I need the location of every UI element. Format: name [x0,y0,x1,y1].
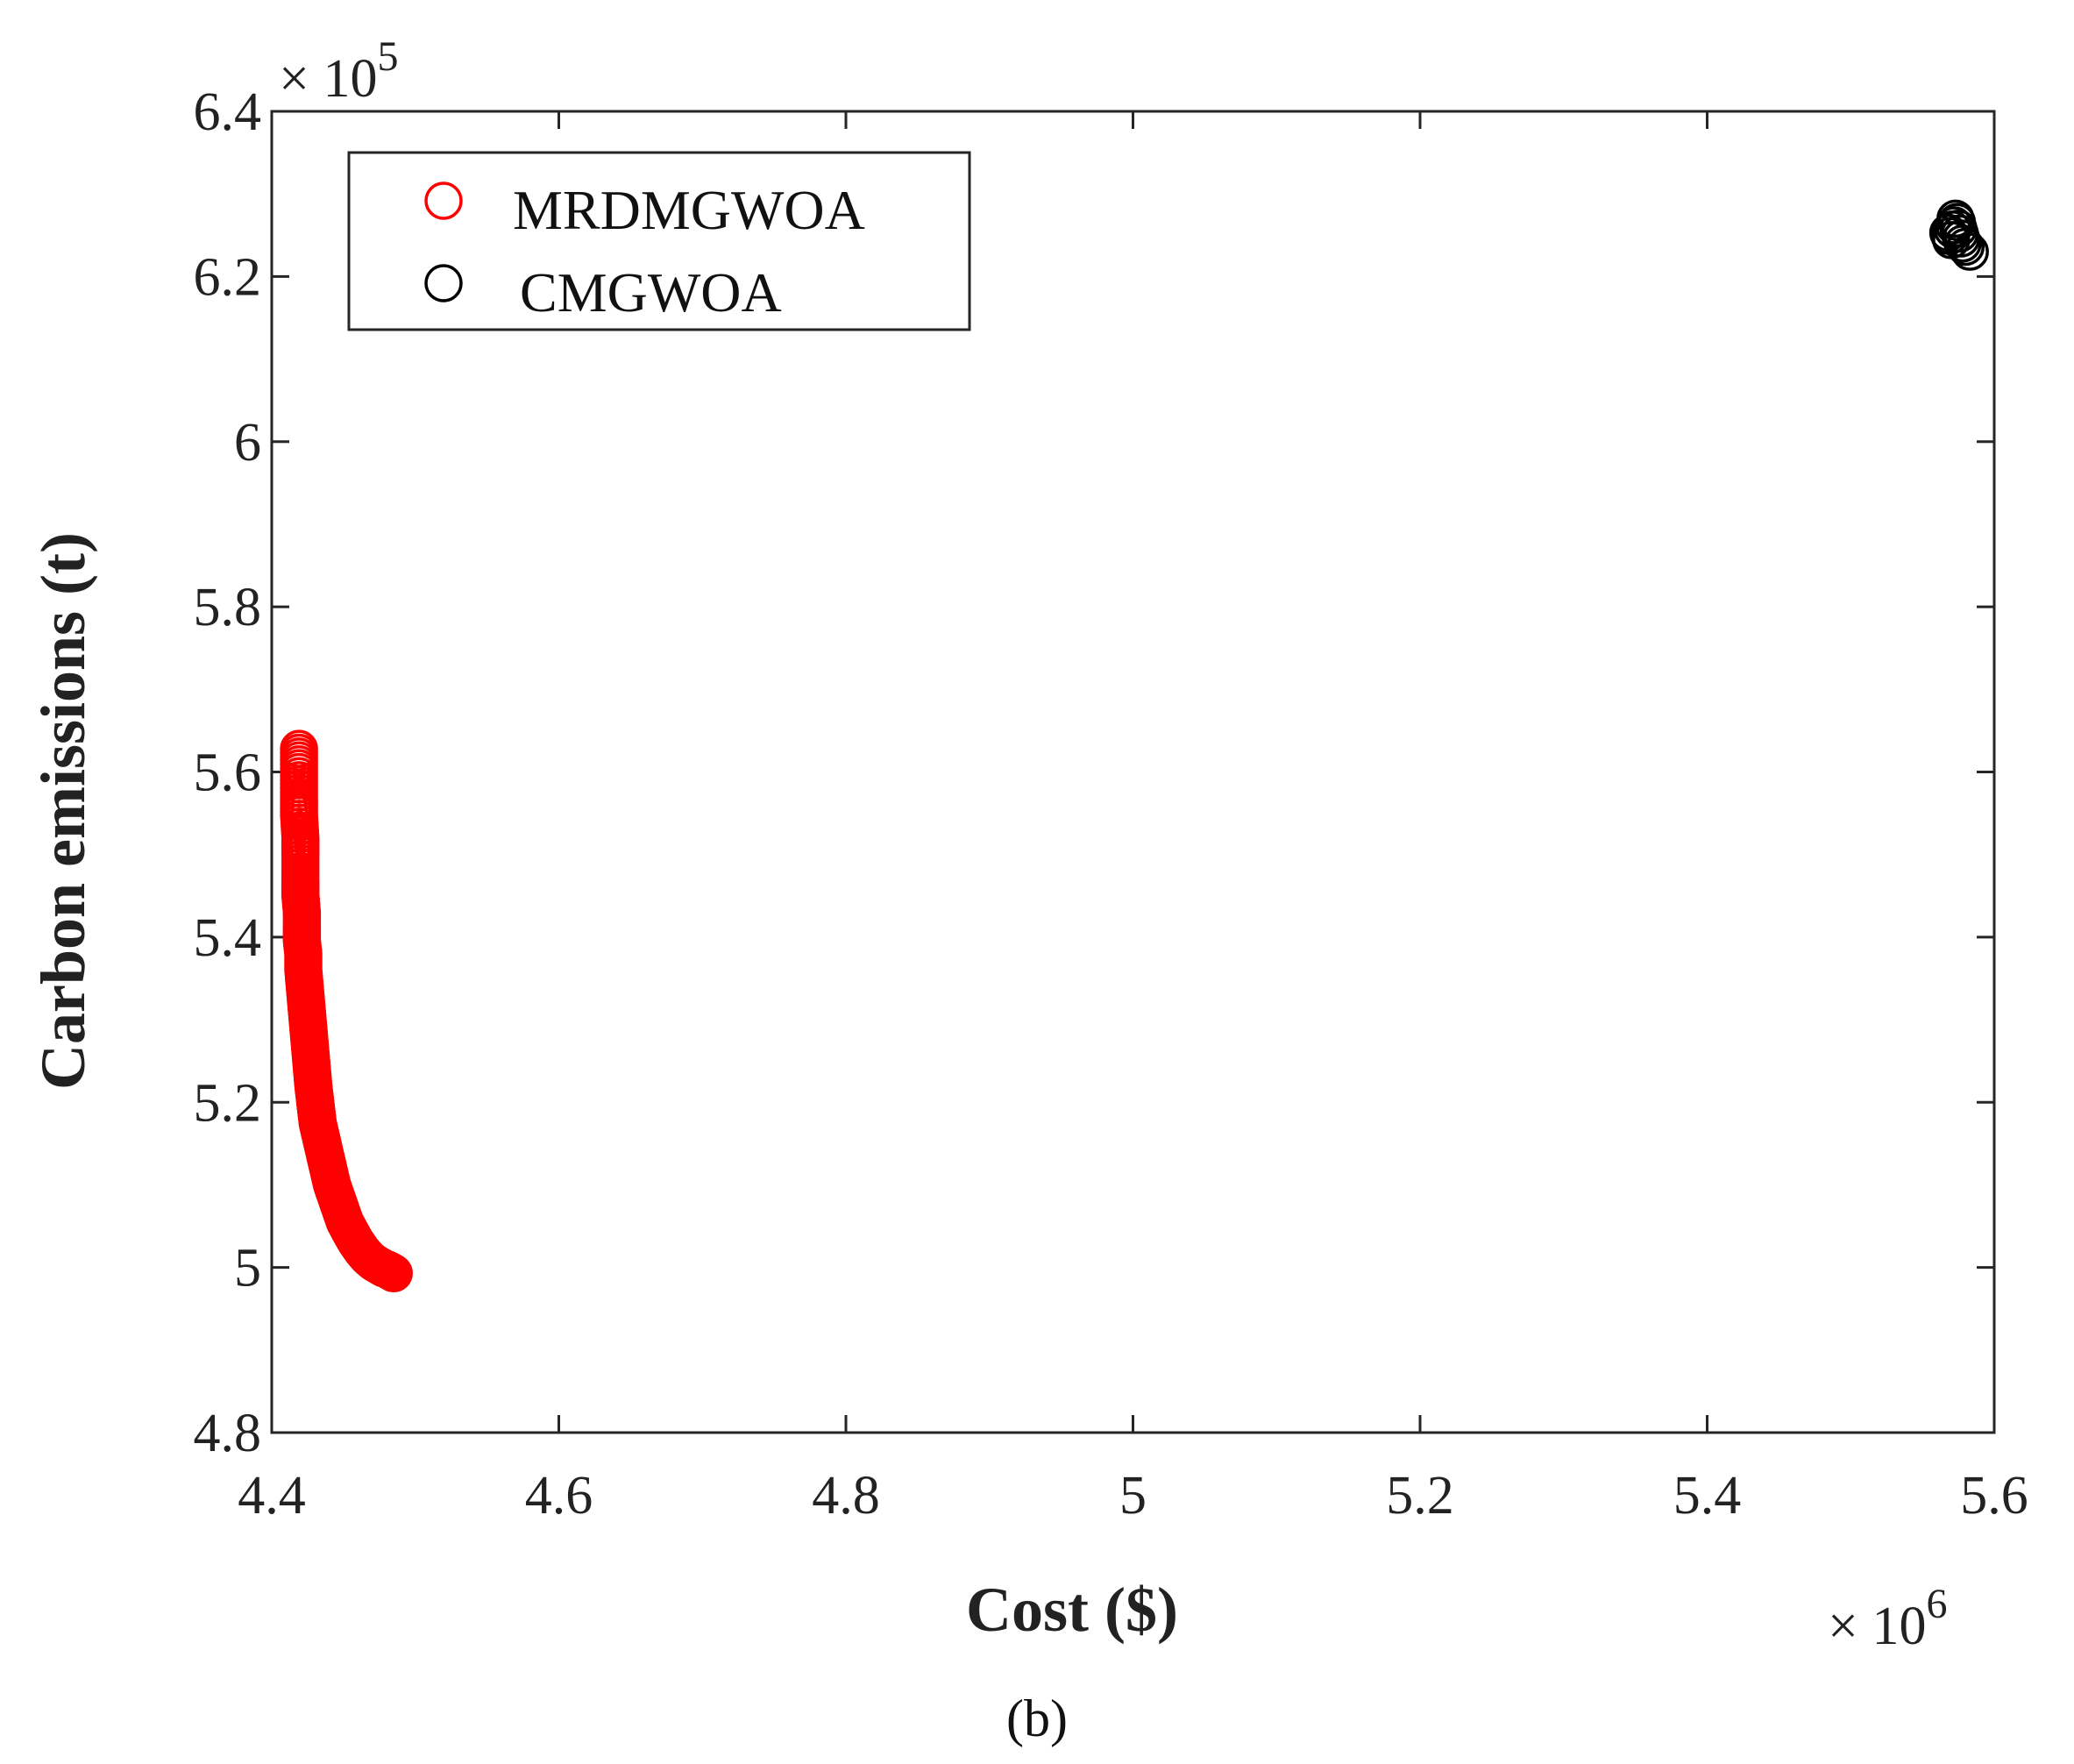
x-tick-label: 5.2 [1386,1466,1454,1526]
x-multiplier-exponent: 6 [1926,1581,1947,1627]
x-tick-label: 4.4 [238,1466,306,1526]
series-cmgwoa [1928,199,1989,271]
y-axis-title: Carbon emissions (t) [28,532,98,1090]
y-tick-label: 5.8 [194,578,262,637]
data-series [280,199,1989,1292]
y-tick-label: 5.2 [194,1073,262,1133]
y-tick-label: 4.8 [194,1404,262,1463]
legend-label-mrdmgwoa: MRDMGWOA [513,179,865,241]
data-point [1950,232,1989,271]
x-tick-label: 5.4 [1673,1466,1742,1526]
y-multiplier: × 105 [279,33,398,109]
data-point [374,1254,413,1292]
legend-label-cmgwoa: CMGWOA [520,261,782,324]
x-multiplier: × 106 [1828,1581,1947,1656]
legend: MRDMGWOA CMGWOA [347,151,971,331]
x-multiplier-prefix: × 10 [1828,1597,1926,1656]
y-multiplier-exponent: 5 [377,33,398,80]
legend-box [347,151,971,331]
y-tick-label: 6.2 [194,247,262,307]
series-mrdmgwoa [280,729,413,1292]
y-tick-label: 6 [234,413,261,473]
x-tick-label: 5 [1119,1466,1147,1526]
y-tick-label: 5.6 [194,743,262,803]
y-tick-label: 5 [234,1239,261,1298]
x-tick-label: 4.6 [525,1466,593,1526]
y-multiplier-prefix: × 10 [279,49,377,109]
data-point [1946,227,1985,267]
x-tick-label: 4.8 [812,1466,880,1526]
x-tick-label: 5.6 [1960,1466,2028,1526]
figure-caption: (b) [1006,1689,1068,1747]
y-tick-label: 6.4 [194,82,262,142]
legend-marker-mrdmgwoa [424,181,463,220]
legend-marker-cmgwoa [424,264,463,302]
data-point [1943,224,1982,263]
x-axis-title: Cost ($) [966,1575,1178,1645]
x-axis-ticks: 4.4 4.6 4.8 5 5.2 5.4 5.6 [238,111,2028,1526]
y-tick-label: 5.4 [194,908,262,968]
y-axis-ticks: 4.8 5 5.2 5.4 5.6 5.8 6 6.2 6.4 [194,82,1994,1463]
